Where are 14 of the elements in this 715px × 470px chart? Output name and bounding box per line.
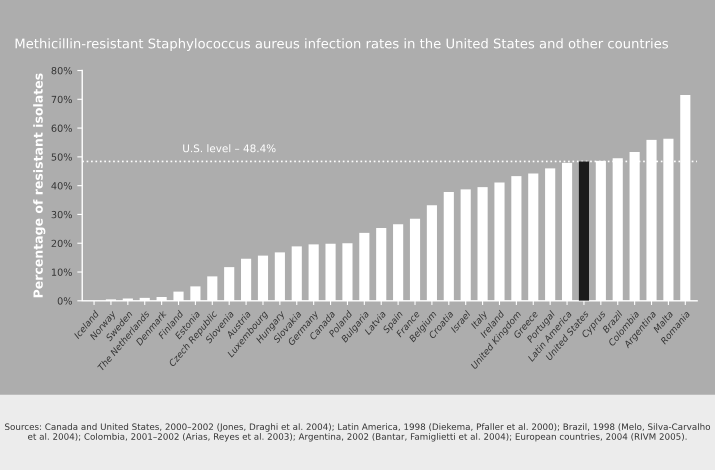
bar (578, 161, 590, 301)
y-tick-label: 20% (52, 240, 72, 248)
y-tick-label: 0% (58, 297, 72, 305)
y-tick-label: 30% (52, 210, 72, 218)
ref-line-label: U.S. level – 48.4% (183, 144, 276, 152)
y-tick-label: 40% (51, 182, 72, 190)
y-tick-label: 70% (52, 96, 72, 104)
y-tick-label: 50% (52, 153, 72, 161)
y-tick-label: 80% (52, 66, 72, 74)
y-tick-label: 60% (52, 124, 72, 132)
chart-title: Methicillin-resistant Staphylococcus aureus infection rates in the United States and other countries (16, 38, 668, 52)
source-note: Sources: Canada and United States, 2000–2002 (Jones, Draghi et al. 2004); Latin America, 1998 (Diekema, Pfaller et al. 2000); Brazil, 1998 (Melo, Silva-Carvalho et al. 2004); Colombia, 2001–2002 (Arias, Reyes et al. 2003); Argentina, 2002 (Bantar, Famiglietti et al. 2004); European countries, 2004 (RIVM 2005). (5, 423, 710, 442)
y-axis-title: Percentage of resistant isolates (33, 73, 46, 298)
y-tick-label: 10% (52, 268, 72, 276)
